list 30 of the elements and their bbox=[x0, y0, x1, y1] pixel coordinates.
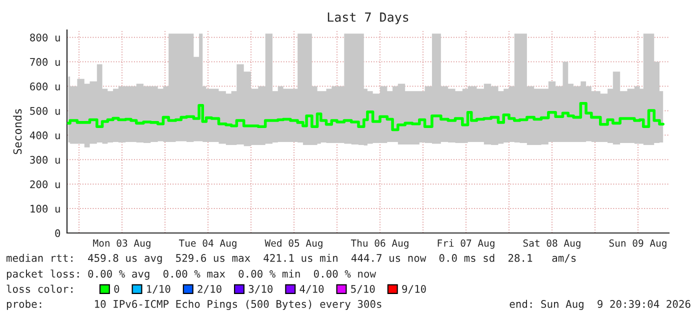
x-tick-label: Thu 06 Aug bbox=[350, 239, 408, 249]
y-axis-title: Seconds bbox=[13, 109, 22, 154]
y-tick-label: 700 u bbox=[30, 58, 60, 66]
x-tick-label: Mon 03 Aug bbox=[93, 239, 150, 249]
x-tick-label: Fri 07 Aug bbox=[438, 239, 494, 249]
text: median rtt: 459.8 us avg 529.6 us max 421.1 us min 444.7 us now 0.0 ms sd 28.1 am/s bbox=[6, 254, 576, 264]
y-tick-label: 400 u bbox=[30, 131, 60, 140]
y-tick-label: 0 bbox=[55, 229, 60, 238]
chart-title: Last 7 Days bbox=[328, 12, 408, 24]
y-tick-label: 800 u bbox=[30, 34, 60, 42]
x-tick-label: Tue 04 Aug bbox=[178, 239, 236, 249]
legend-label: 2/10 bbox=[198, 284, 222, 294]
text: end: Sun Aug 9 20:39:04 2026 bbox=[510, 300, 690, 310]
y-tick-label: 100 u bbox=[30, 204, 60, 213]
legend-label: 4/10 bbox=[300, 284, 324, 294]
x-tick-label: Sat 08 Aug bbox=[523, 239, 580, 249]
legend-label: 3/10 bbox=[248, 284, 273, 294]
y-tick-label: 600 u bbox=[30, 82, 60, 90]
x-tick-label: Wed 05 Aug bbox=[264, 239, 322, 249]
legend-label: 0 bbox=[114, 284, 120, 293]
x-tick-label: Sun 09 Aug bbox=[609, 239, 666, 249]
legend-label: 9/10 bbox=[402, 284, 426, 294]
text: probe: 10 IPv6-ICMP Echo Pings (500 Bytes) every 300s bbox=[6, 300, 382, 310]
text: packet loss: 0.00 % avg 0.00 % max 0.00 % min 0.00 % now bbox=[6, 270, 376, 280]
y-tick-label: 300 u bbox=[30, 156, 60, 164]
y-tick-label: 200 u bbox=[30, 180, 60, 188]
text: loss color: bbox=[6, 284, 72, 293]
y-tick-label: 500 u bbox=[30, 106, 60, 115]
legend-label: 5/10 bbox=[351, 284, 375, 294]
legend-label: 1/10 bbox=[147, 284, 170, 294]
